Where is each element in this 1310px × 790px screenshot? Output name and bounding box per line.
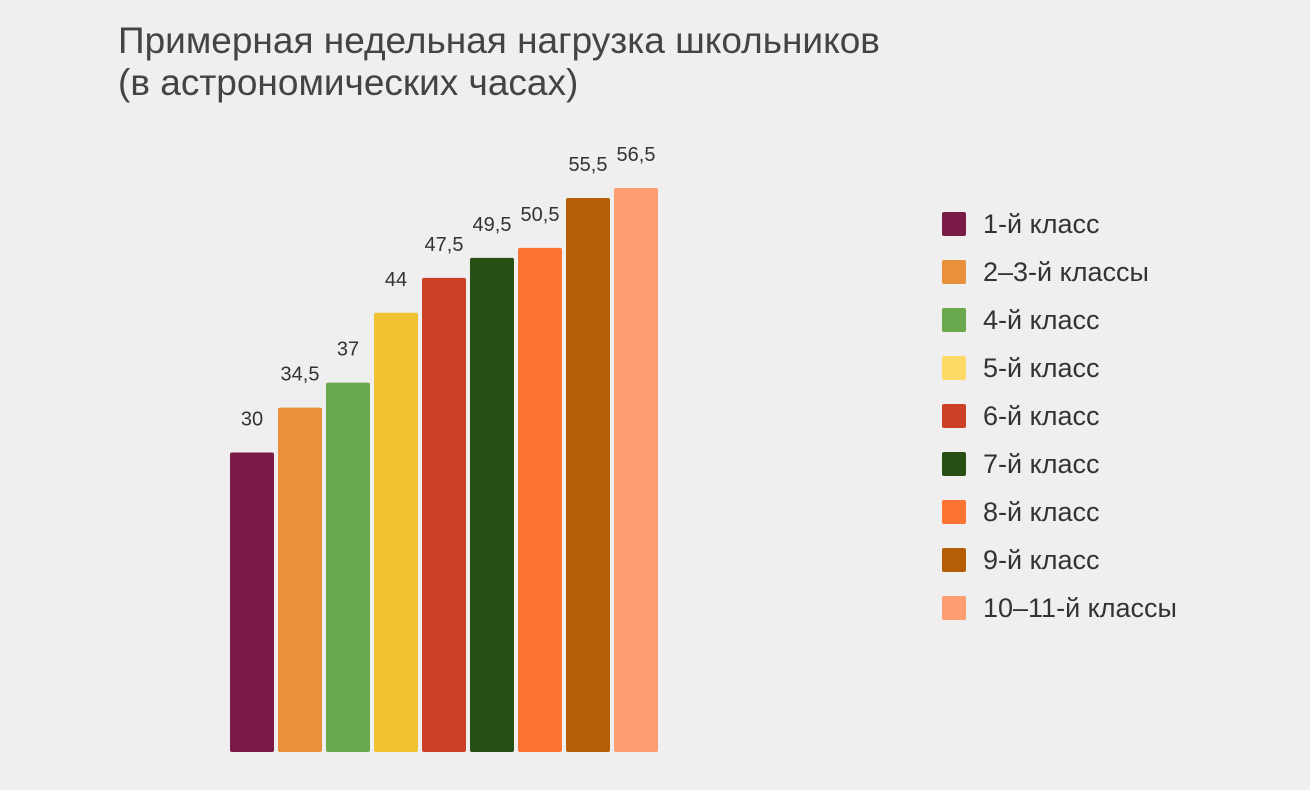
legend-label: 9-й класс bbox=[983, 544, 1100, 575]
legend-swatch bbox=[942, 308, 966, 332]
bar-value-label-4: 44 bbox=[385, 269, 407, 291]
chart-title-line-1: Примерная недельная нагрузка школьников bbox=[118, 20, 880, 61]
bar-8 bbox=[566, 197, 610, 752]
legend-label: 4-й класс bbox=[983, 304, 1100, 335]
legend-item-2: 2–3-й классы bbox=[942, 248, 1177, 296]
legend-label: 2–3-й классы bbox=[983, 256, 1149, 287]
legend-label: 8-й класс bbox=[983, 496, 1100, 527]
bar-value-label-6: 49,5 bbox=[473, 214, 512, 236]
bar-7 bbox=[518, 247, 562, 752]
value-labels-group: 30 34,5 37 44 47,5 49,5 50,5 55,5 56,5 bbox=[241, 144, 656, 431]
bar-3 bbox=[326, 382, 370, 752]
legend-swatch bbox=[942, 596, 966, 620]
bar-9 bbox=[614, 188, 658, 752]
legend-item-7: 8-й класс bbox=[942, 488, 1177, 536]
legend-item-1: 1-й класс bbox=[942, 200, 1177, 248]
legend-swatch bbox=[942, 260, 966, 284]
legend-item-9: 10–11-й классы bbox=[942, 584, 1177, 632]
legend-item-6: 7-й класс bbox=[942, 440, 1177, 488]
legend-swatch bbox=[942, 500, 966, 524]
bar-value-label-9: 56,5 bbox=[617, 144, 656, 166]
legend-item-8: 9-й класс bbox=[942, 536, 1177, 584]
legend-swatch bbox=[942, 548, 966, 572]
bars-group bbox=[230, 188, 658, 752]
bar-value-label-8: 55,5 bbox=[569, 154, 608, 176]
legend-label: 1-й класс bbox=[983, 208, 1100, 239]
bar-1 bbox=[230, 452, 274, 752]
legend-item-4: 5-й класс bbox=[942, 344, 1177, 392]
bar-value-label-5: 47,5 bbox=[425, 234, 464, 256]
bar-6 bbox=[470, 257, 514, 752]
legend-label: 10–11-й классы bbox=[983, 592, 1177, 623]
legend-swatch bbox=[942, 404, 966, 428]
bar-5 bbox=[422, 277, 466, 752]
legend-swatch bbox=[942, 212, 966, 236]
chart-legend: 1-й класс 2–3-й классы 4-й класс 5-й класс 6… bbox=[942, 200, 1177, 632]
chart-title-line-2: (в астрономических часах) bbox=[118, 62, 579, 103]
legend-label: 6-й класс bbox=[983, 400, 1100, 431]
chart-title: Примерная недельная нагрузка школьников … bbox=[118, 20, 880, 104]
bar-2 bbox=[278, 407, 322, 752]
bar-4 bbox=[374, 312, 418, 752]
legend-item-3: 4-й класс bbox=[942, 296, 1177, 344]
bar-value-label-2: 34,5 bbox=[281, 364, 320, 386]
bar-value-label-1: 30 bbox=[241, 409, 263, 431]
bar-value-label-3: 37 bbox=[337, 339, 359, 361]
legend-swatch bbox=[942, 356, 966, 380]
legend-label: 5-й класс bbox=[983, 352, 1100, 383]
legend-label: 7-й класс bbox=[983, 448, 1100, 479]
legend-item-5: 6-й класс bbox=[942, 392, 1177, 440]
legend-swatch bbox=[942, 452, 966, 476]
bar-value-label-7: 50,5 bbox=[521, 204, 560, 226]
